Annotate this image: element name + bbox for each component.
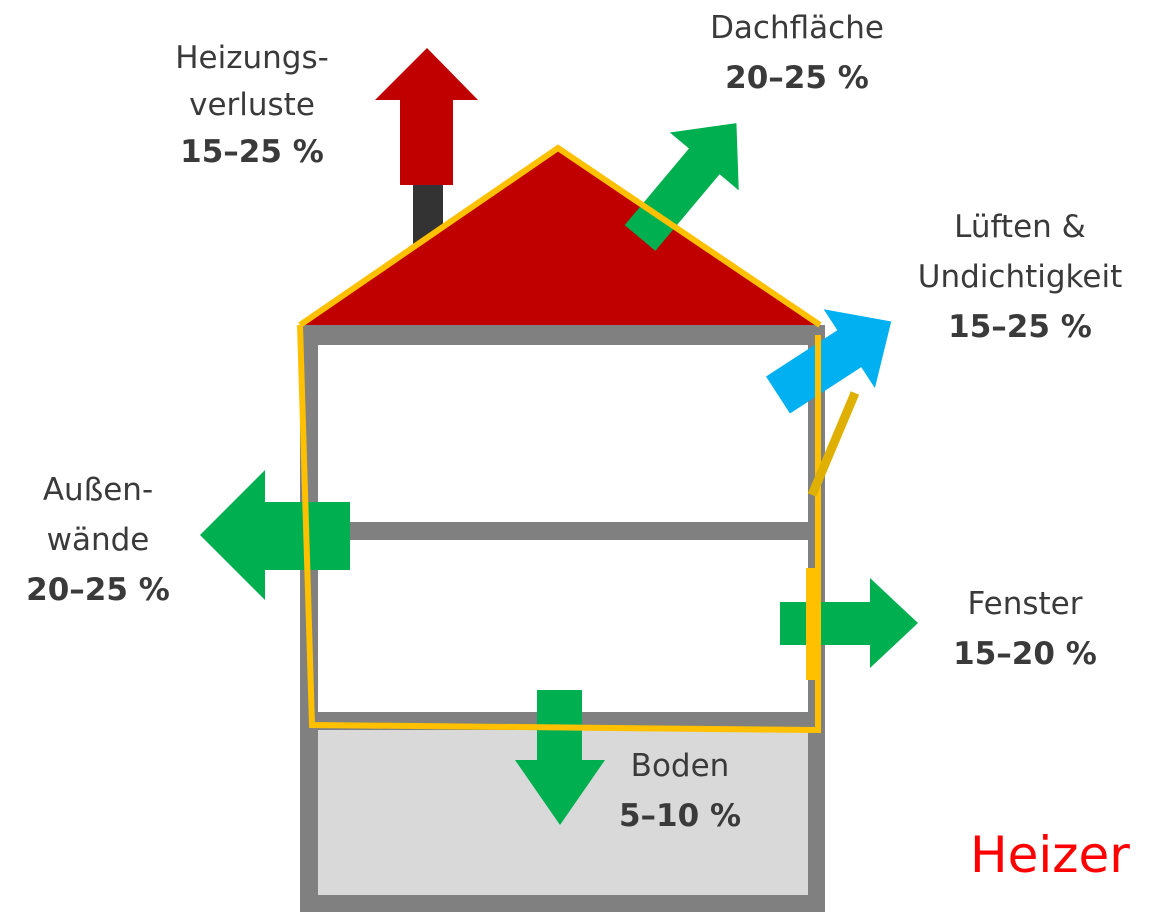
house-outline bbox=[297, 324, 821, 734]
label-value: 15–25 % bbox=[948, 309, 1092, 345]
floor-arrow bbox=[515, 690, 605, 825]
ventilation-arrow bbox=[766, 309, 892, 414]
label-name: Dachfläche bbox=[710, 10, 884, 46]
window-arrow bbox=[780, 578, 918, 668]
roof-outline bbox=[298, 144, 822, 328]
label-name: Undichtigkeit bbox=[918, 259, 1122, 295]
label-name: Lüften & bbox=[954, 209, 1086, 245]
label-value: 15–20 % bbox=[953, 636, 1097, 672]
mid-floor bbox=[318, 522, 808, 540]
label-name: wände bbox=[47, 522, 150, 558]
watermark: Heizer bbox=[970, 826, 1130, 884]
label-value: 20–25 % bbox=[26, 572, 170, 608]
label-value: 5–10 % bbox=[619, 798, 741, 834]
label-name: Außen- bbox=[43, 472, 153, 508]
label-value: 15–25 % bbox=[180, 134, 324, 170]
open-window bbox=[807, 391, 860, 497]
label-name: Boden bbox=[631, 748, 730, 784]
window-frame bbox=[806, 568, 816, 680]
heating-arrow bbox=[375, 48, 478, 185]
label-name: Fenster bbox=[968, 586, 1083, 622]
wall-arrow bbox=[200, 470, 350, 600]
roof bbox=[300, 148, 820, 325]
roof-arrow bbox=[624, 123, 739, 251]
label-value: 20–25 % bbox=[725, 60, 869, 96]
label-name: verluste bbox=[189, 87, 315, 123]
label-name: Heizungs- bbox=[175, 40, 329, 76]
